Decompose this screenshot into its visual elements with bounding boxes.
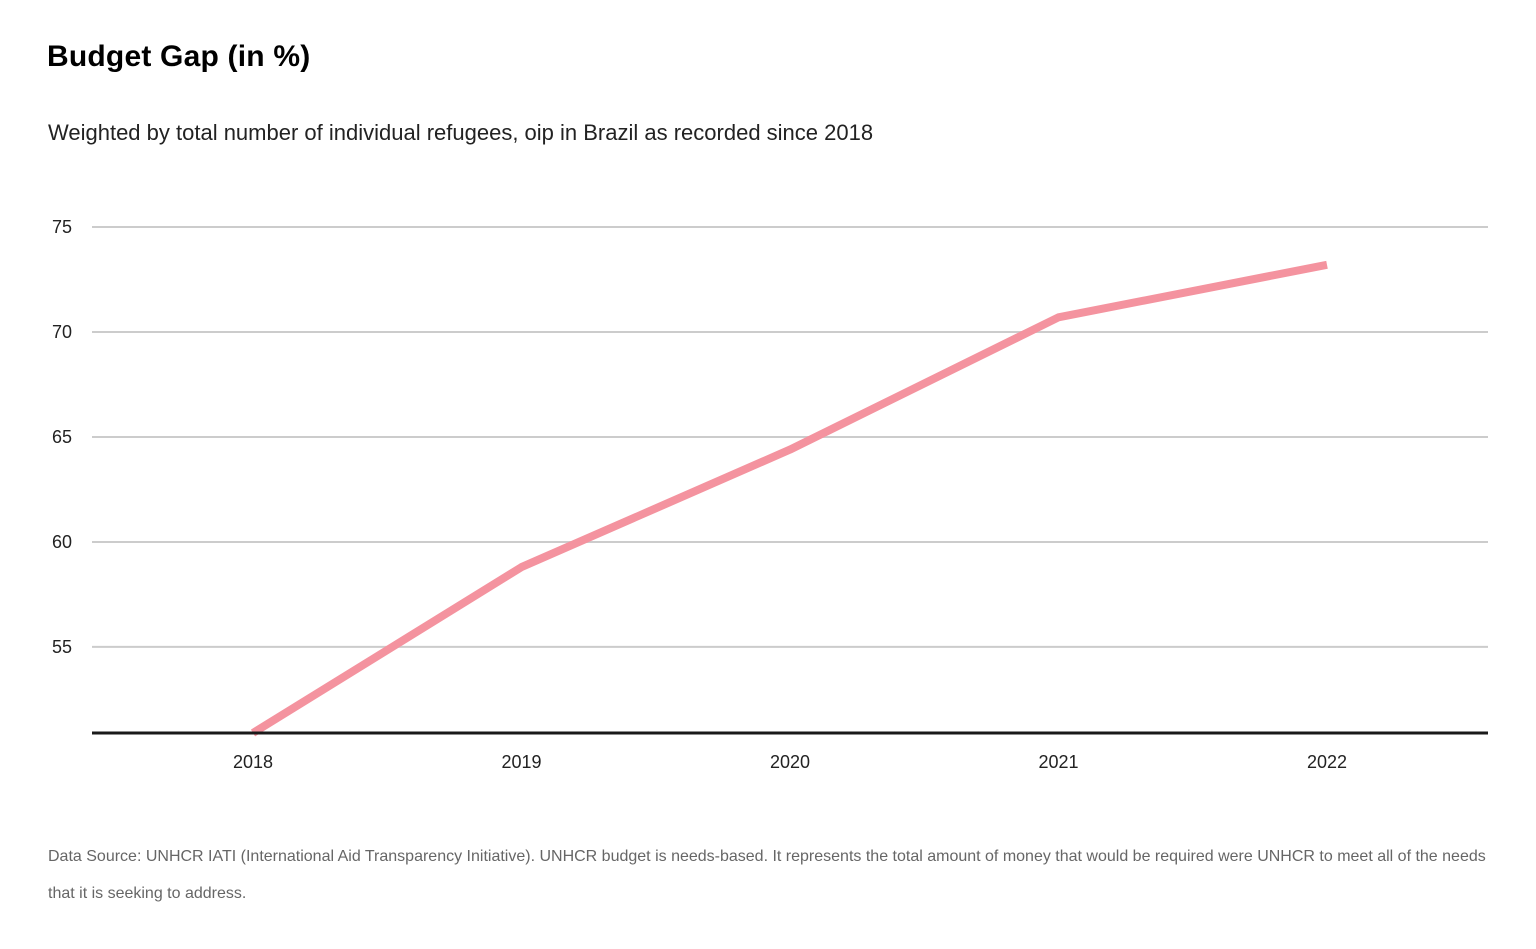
y-tick-label: 55 xyxy=(52,637,72,657)
data-point xyxy=(1323,261,1331,269)
x-axis-ticks: 2018 2019 2020 2021 2022 xyxy=(233,752,1347,772)
y-tick-label: 70 xyxy=(52,322,72,342)
x-tick-label: 2021 xyxy=(1038,752,1078,772)
x-tick-label: 2019 xyxy=(501,752,541,772)
data-point xyxy=(786,446,794,454)
series-line xyxy=(250,260,1328,737)
y-tick-label: 65 xyxy=(52,427,72,447)
series-layer xyxy=(250,260,1331,737)
y-axis-ticks: 55 60 65 70 75 xyxy=(52,217,72,657)
x-tick-label: 2020 xyxy=(770,752,810,772)
y-tick-label: 75 xyxy=(52,217,72,237)
data-point xyxy=(1055,313,1063,321)
y-tick-label: 60 xyxy=(52,532,72,552)
data-point xyxy=(518,563,526,571)
x-tick-label: 2018 xyxy=(233,752,273,772)
chart-title: Budget Gap (in %) xyxy=(47,40,311,73)
x-tick-label: 2022 xyxy=(1307,752,1347,772)
gridlines xyxy=(92,226,1488,648)
data-source-note: Data Source: UNHCR IATI (International A… xyxy=(48,848,1486,902)
chart-subtitle: Weighted by total number of individual r… xyxy=(48,120,874,145)
